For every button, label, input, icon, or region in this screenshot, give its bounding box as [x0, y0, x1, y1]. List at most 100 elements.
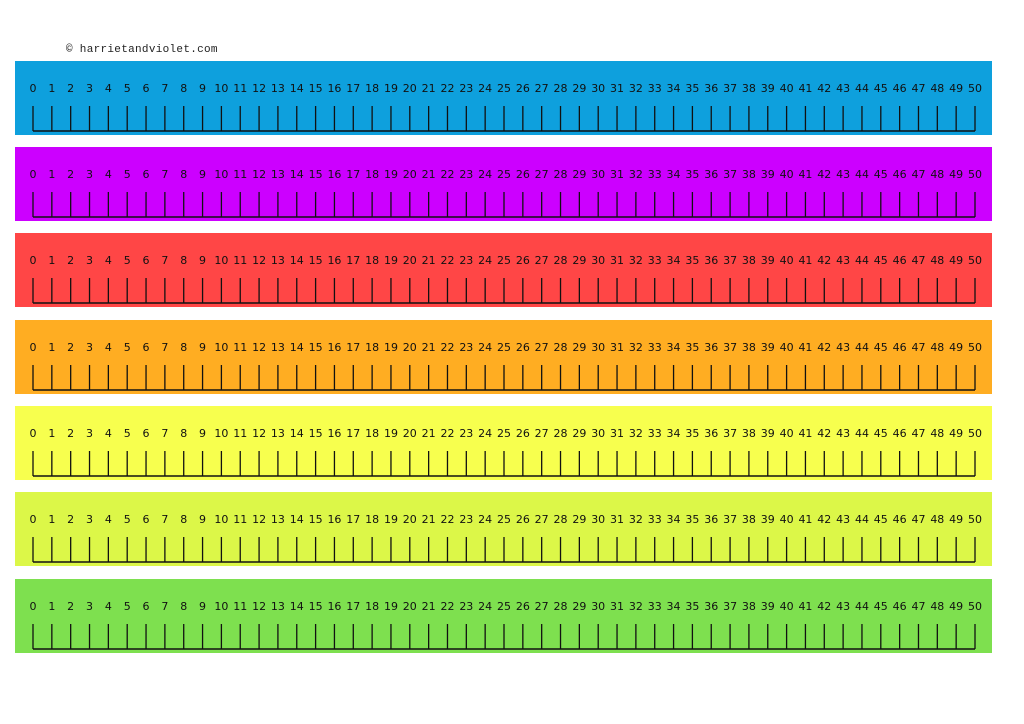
tick-label: 27: [535, 427, 549, 440]
tick-label: 12: [252, 341, 266, 354]
tick-label: 39: [761, 341, 775, 354]
tick-label: 47: [911, 341, 925, 354]
tick-label: 17: [346, 513, 360, 526]
tick-label: 0: [30, 600, 37, 613]
tick-label: 41: [798, 341, 812, 354]
tick-label: 5: [124, 600, 131, 613]
tick-label: 33: [648, 600, 662, 613]
tick-label: 37: [723, 168, 737, 181]
tick-label: 3: [86, 600, 93, 613]
tick-label: 27: [535, 513, 549, 526]
tick-label: 27: [535, 82, 549, 95]
tick-label: 20: [403, 254, 417, 267]
tick-label: 2: [67, 168, 74, 181]
tick-label: 1: [48, 254, 55, 267]
tick-label: 16: [327, 168, 341, 181]
tick-label: 36: [704, 427, 718, 440]
tick-label: 43: [836, 600, 850, 613]
tick-label: 36: [704, 168, 718, 181]
tick-label: 46: [893, 82, 907, 95]
tick-label: 36: [704, 254, 718, 267]
tick-label: 40: [780, 341, 794, 354]
tick-label: 29: [572, 254, 586, 267]
tick-label: 48: [930, 341, 944, 354]
tick-label: 50: [968, 341, 982, 354]
tick-label: 25: [497, 427, 511, 440]
tick-label: 20: [403, 341, 417, 354]
tick-label: 4: [105, 513, 112, 526]
tick-label: 41: [798, 82, 812, 95]
tick-label: 47: [911, 254, 925, 267]
tick-label: 44: [855, 82, 869, 95]
tick-label: 18: [365, 82, 379, 95]
tick-label: 33: [648, 254, 662, 267]
tick-label: 36: [704, 341, 718, 354]
tick-label: 23: [459, 600, 473, 613]
tick-label: 18: [365, 427, 379, 440]
tick-label: 44: [855, 168, 869, 181]
number-line: 0 1 2 3 4 5 6 7 8 9 10 11 12 13 14 15 16 17 18 19 20 21 22 23 24…: [30, 513, 982, 563]
tick-label: 14: [290, 513, 304, 526]
tick-label: 10: [214, 82, 228, 95]
tick-label: 24: [478, 254, 492, 267]
tick-label: 23: [459, 427, 473, 440]
tick-label: 13: [271, 168, 285, 181]
tick-label: 23: [459, 168, 473, 181]
tick-label: 19: [384, 600, 398, 613]
tick-label: 34: [667, 82, 681, 95]
tick-label: 0: [30, 168, 37, 181]
tick-label: 43: [836, 82, 850, 95]
tick-label: 27: [535, 168, 549, 181]
tick-label: 17: [346, 341, 360, 354]
tick-label: 13: [271, 82, 285, 95]
tick-label: 34: [667, 600, 681, 613]
tick-label: 39: [761, 427, 775, 440]
tick-label: 14: [290, 168, 304, 181]
number-line: 0 1 2 3 4 5 6 7 8 9 10 11 12 13 14 15 16 17 18 19 20 21 22 23 24…: [30, 254, 982, 304]
tick-label: 42: [817, 427, 831, 440]
tick-label: 10: [214, 168, 228, 181]
tick-label: 45: [874, 168, 888, 181]
tick-label: 30: [591, 168, 605, 181]
tick-label: 45: [874, 600, 888, 613]
tick-label: 16: [327, 600, 341, 613]
tick-label: 40: [780, 427, 794, 440]
tick-label: 30: [591, 82, 605, 95]
tick-label: 6: [143, 168, 150, 181]
number-line-strip: 0 1 2 3 4 5 6 7 8 9 10 11 12 13 14 15 16 17 18 19 20 21 22 23 24…: [15, 406, 992, 480]
tick-label: 21: [422, 168, 436, 181]
tick-label: 14: [290, 427, 304, 440]
tick-label: 31: [610, 168, 624, 181]
tick-label: 18: [365, 254, 379, 267]
tick-label: 44: [855, 254, 869, 267]
tick-label: 44: [855, 427, 869, 440]
tick-label: 36: [704, 513, 718, 526]
tick-label: 9: [199, 168, 206, 181]
tick-label: 21: [422, 600, 436, 613]
tick-label: 50: [968, 513, 982, 526]
tick-label: 10: [214, 513, 228, 526]
tick-label: 42: [817, 341, 831, 354]
tick-label: 30: [591, 341, 605, 354]
tick-label: 47: [911, 168, 925, 181]
tick-label: 35: [685, 341, 699, 354]
tick-label: 37: [723, 82, 737, 95]
tick-label: 4: [105, 600, 112, 613]
tick-label: 33: [648, 427, 662, 440]
tick-label: 1: [48, 427, 55, 440]
tick-label: 12: [252, 600, 266, 613]
tick-label: 37: [723, 341, 737, 354]
tick-label: 43: [836, 168, 850, 181]
tick-label: 12: [252, 82, 266, 95]
tick-label: 16: [327, 82, 341, 95]
tick-label: 14: [290, 341, 304, 354]
tick-label: 25: [497, 168, 511, 181]
tick-label: 30: [591, 427, 605, 440]
tick-label: 7: [161, 82, 168, 95]
number-line-strip: 0 1 2 3 4 5 6 7 8 9 10 11 12 13 14 15 16 17 18 19 20 21 22 23 24…: [15, 320, 992, 394]
tick-label: 31: [610, 427, 624, 440]
tick-label: 13: [271, 341, 285, 354]
tick-label: 48: [930, 427, 944, 440]
tick-label: 22: [440, 254, 454, 267]
tick-label: 26: [516, 168, 530, 181]
